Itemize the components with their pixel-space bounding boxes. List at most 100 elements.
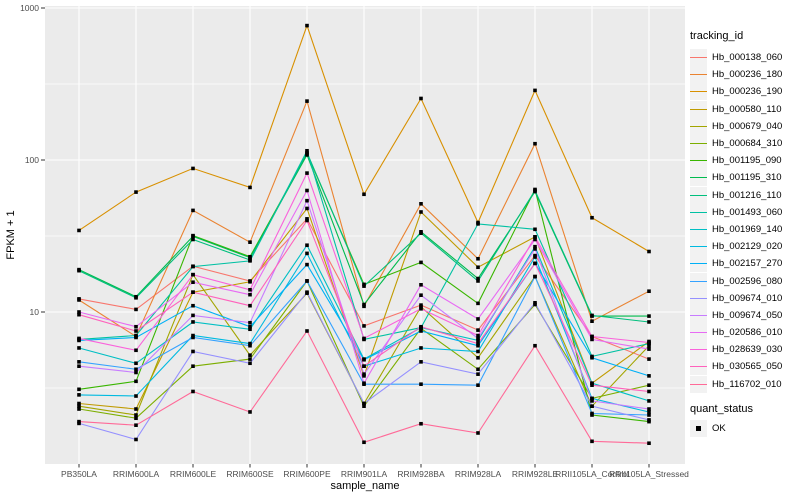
- data-point: [590, 383, 594, 387]
- data-point: [647, 399, 651, 403]
- legend-item: Hb_001216_110: [690, 186, 800, 204]
- x-axis-title: sample_name: [330, 480, 399, 492]
- legend-key: [690, 220, 707, 238]
- legend-item-label: Hb_000684_310: [712, 138, 783, 150]
- x-tick-label: PB350LA: [61, 469, 97, 479]
- data-point: [476, 336, 480, 341]
- data-point: [77, 312, 81, 317]
- data-point: [419, 324, 423, 329]
- legend-key-line-icon: [690, 280, 707, 282]
- data-point: [134, 416, 138, 421]
- x-tick-label: RRIM600PE: [283, 469, 331, 479]
- data-point: [362, 401, 366, 406]
- legend-key: [690, 306, 707, 324]
- legend-key: [690, 186, 707, 204]
- x-tick-label: RRIM928LE: [512, 469, 559, 479]
- data-point: [476, 341, 480, 346]
- data-point: [305, 206, 309, 211]
- data-point: [419, 260, 423, 265]
- legend-key-line-icon: [690, 125, 707, 127]
- data-point: [134, 407, 138, 411]
- data-point: [305, 99, 309, 103]
- legend-item-label: Hb_002129_020: [712, 241, 783, 253]
- data-point: [647, 320, 651, 324]
- legend-key-line-icon: [690, 211, 707, 213]
- data-point: [134, 370, 138, 375]
- data-point: [191, 389, 195, 394]
- x-tick-label: RRIM928BA: [397, 469, 445, 479]
- data-point: [77, 401, 81, 406]
- data-point: [77, 404, 81, 409]
- data-point: [134, 413, 138, 417]
- legend-item-label: Hb_000580_110: [712, 103, 782, 115]
- data-point: [476, 328, 480, 332]
- data-point: [248, 361, 252, 366]
- data-point: [647, 357, 651, 361]
- data-point: [305, 279, 309, 283]
- legend-item: Hb_028639_030: [690, 341, 800, 359]
- data-point: [248, 280, 252, 284]
- legend-key: [690, 238, 707, 256]
- legend-key-line-icon: [690, 228, 707, 230]
- x-tick-label: RRIM600LE: [170, 469, 217, 479]
- data-point: [533, 247, 537, 251]
- x-tick-label: RRIM928LA: [455, 469, 502, 479]
- data-point: [134, 394, 138, 398]
- legend-key-line-icon: [690, 143, 707, 145]
- data-point: [419, 421, 423, 426]
- legend-key: [690, 135, 707, 153]
- data-point: [647, 343, 651, 348]
- legend-key: [690, 117, 707, 135]
- data-point: [362, 372, 366, 376]
- data-point: [305, 243, 309, 248]
- data-point: [248, 303, 252, 308]
- data-point: [590, 411, 594, 416]
- y-tick-label: 10: [30, 307, 40, 317]
- legend-key-line-icon: [690, 108, 707, 110]
- legend-key: [690, 255, 707, 273]
- data-point: [647, 249, 651, 254]
- legend-key: [690, 152, 707, 170]
- legend-item: Hb_000684_310: [690, 135, 800, 153]
- data-point: [77, 407, 81, 411]
- data-point: [590, 439, 594, 444]
- data-point: [590, 404, 594, 409]
- data-point: [647, 340, 651, 345]
- data-point: [533, 235, 537, 239]
- data-point: [191, 234, 195, 239]
- plot-panel: [45, 6, 685, 464]
- x-tick-label: RRIM600LA: [113, 469, 160, 479]
- data-point: [533, 141, 537, 146]
- y-tick-label: 1000: [20, 3, 39, 13]
- data-point: [191, 333, 195, 338]
- legend-key: [690, 169, 707, 187]
- quant-legend-label: OK: [712, 422, 726, 434]
- data-point: [134, 423, 138, 427]
- legend-item-label: Hb_000236_180: [712, 69, 783, 81]
- data-point: [590, 319, 594, 323]
- data-point: [248, 353, 252, 357]
- data-point: [419, 360, 423, 364]
- data-point: [77, 336, 81, 341]
- legend-item-label: Hb_000679_040: [712, 120, 783, 132]
- legend-title-tracking-id: tracking_id: [690, 30, 744, 42]
- legend-key-line-icon: [690, 246, 707, 248]
- y-tick-label: 100: [25, 155, 39, 165]
- data-point: [77, 310, 81, 314]
- legend-item: Hb_030565_050: [690, 358, 800, 376]
- legend-key-line-icon: [690, 160, 707, 162]
- data-point: [191, 364, 195, 368]
- data-point: [134, 348, 138, 353]
- legend-key: [690, 272, 707, 290]
- legend-item-label: Hb_009674_010: [712, 292, 783, 304]
- data-point: [476, 367, 480, 372]
- legend-key: [690, 83, 707, 101]
- data-point: [134, 379, 138, 384]
- legend-item-label: Hb_020586_010: [712, 327, 783, 339]
- data-point: [590, 334, 594, 339]
- legend-item: Hb_009674_050: [690, 306, 800, 324]
- data-point: [305, 329, 309, 333]
- legend-key-line-icon: [690, 91, 707, 93]
- data-point: [248, 320, 252, 325]
